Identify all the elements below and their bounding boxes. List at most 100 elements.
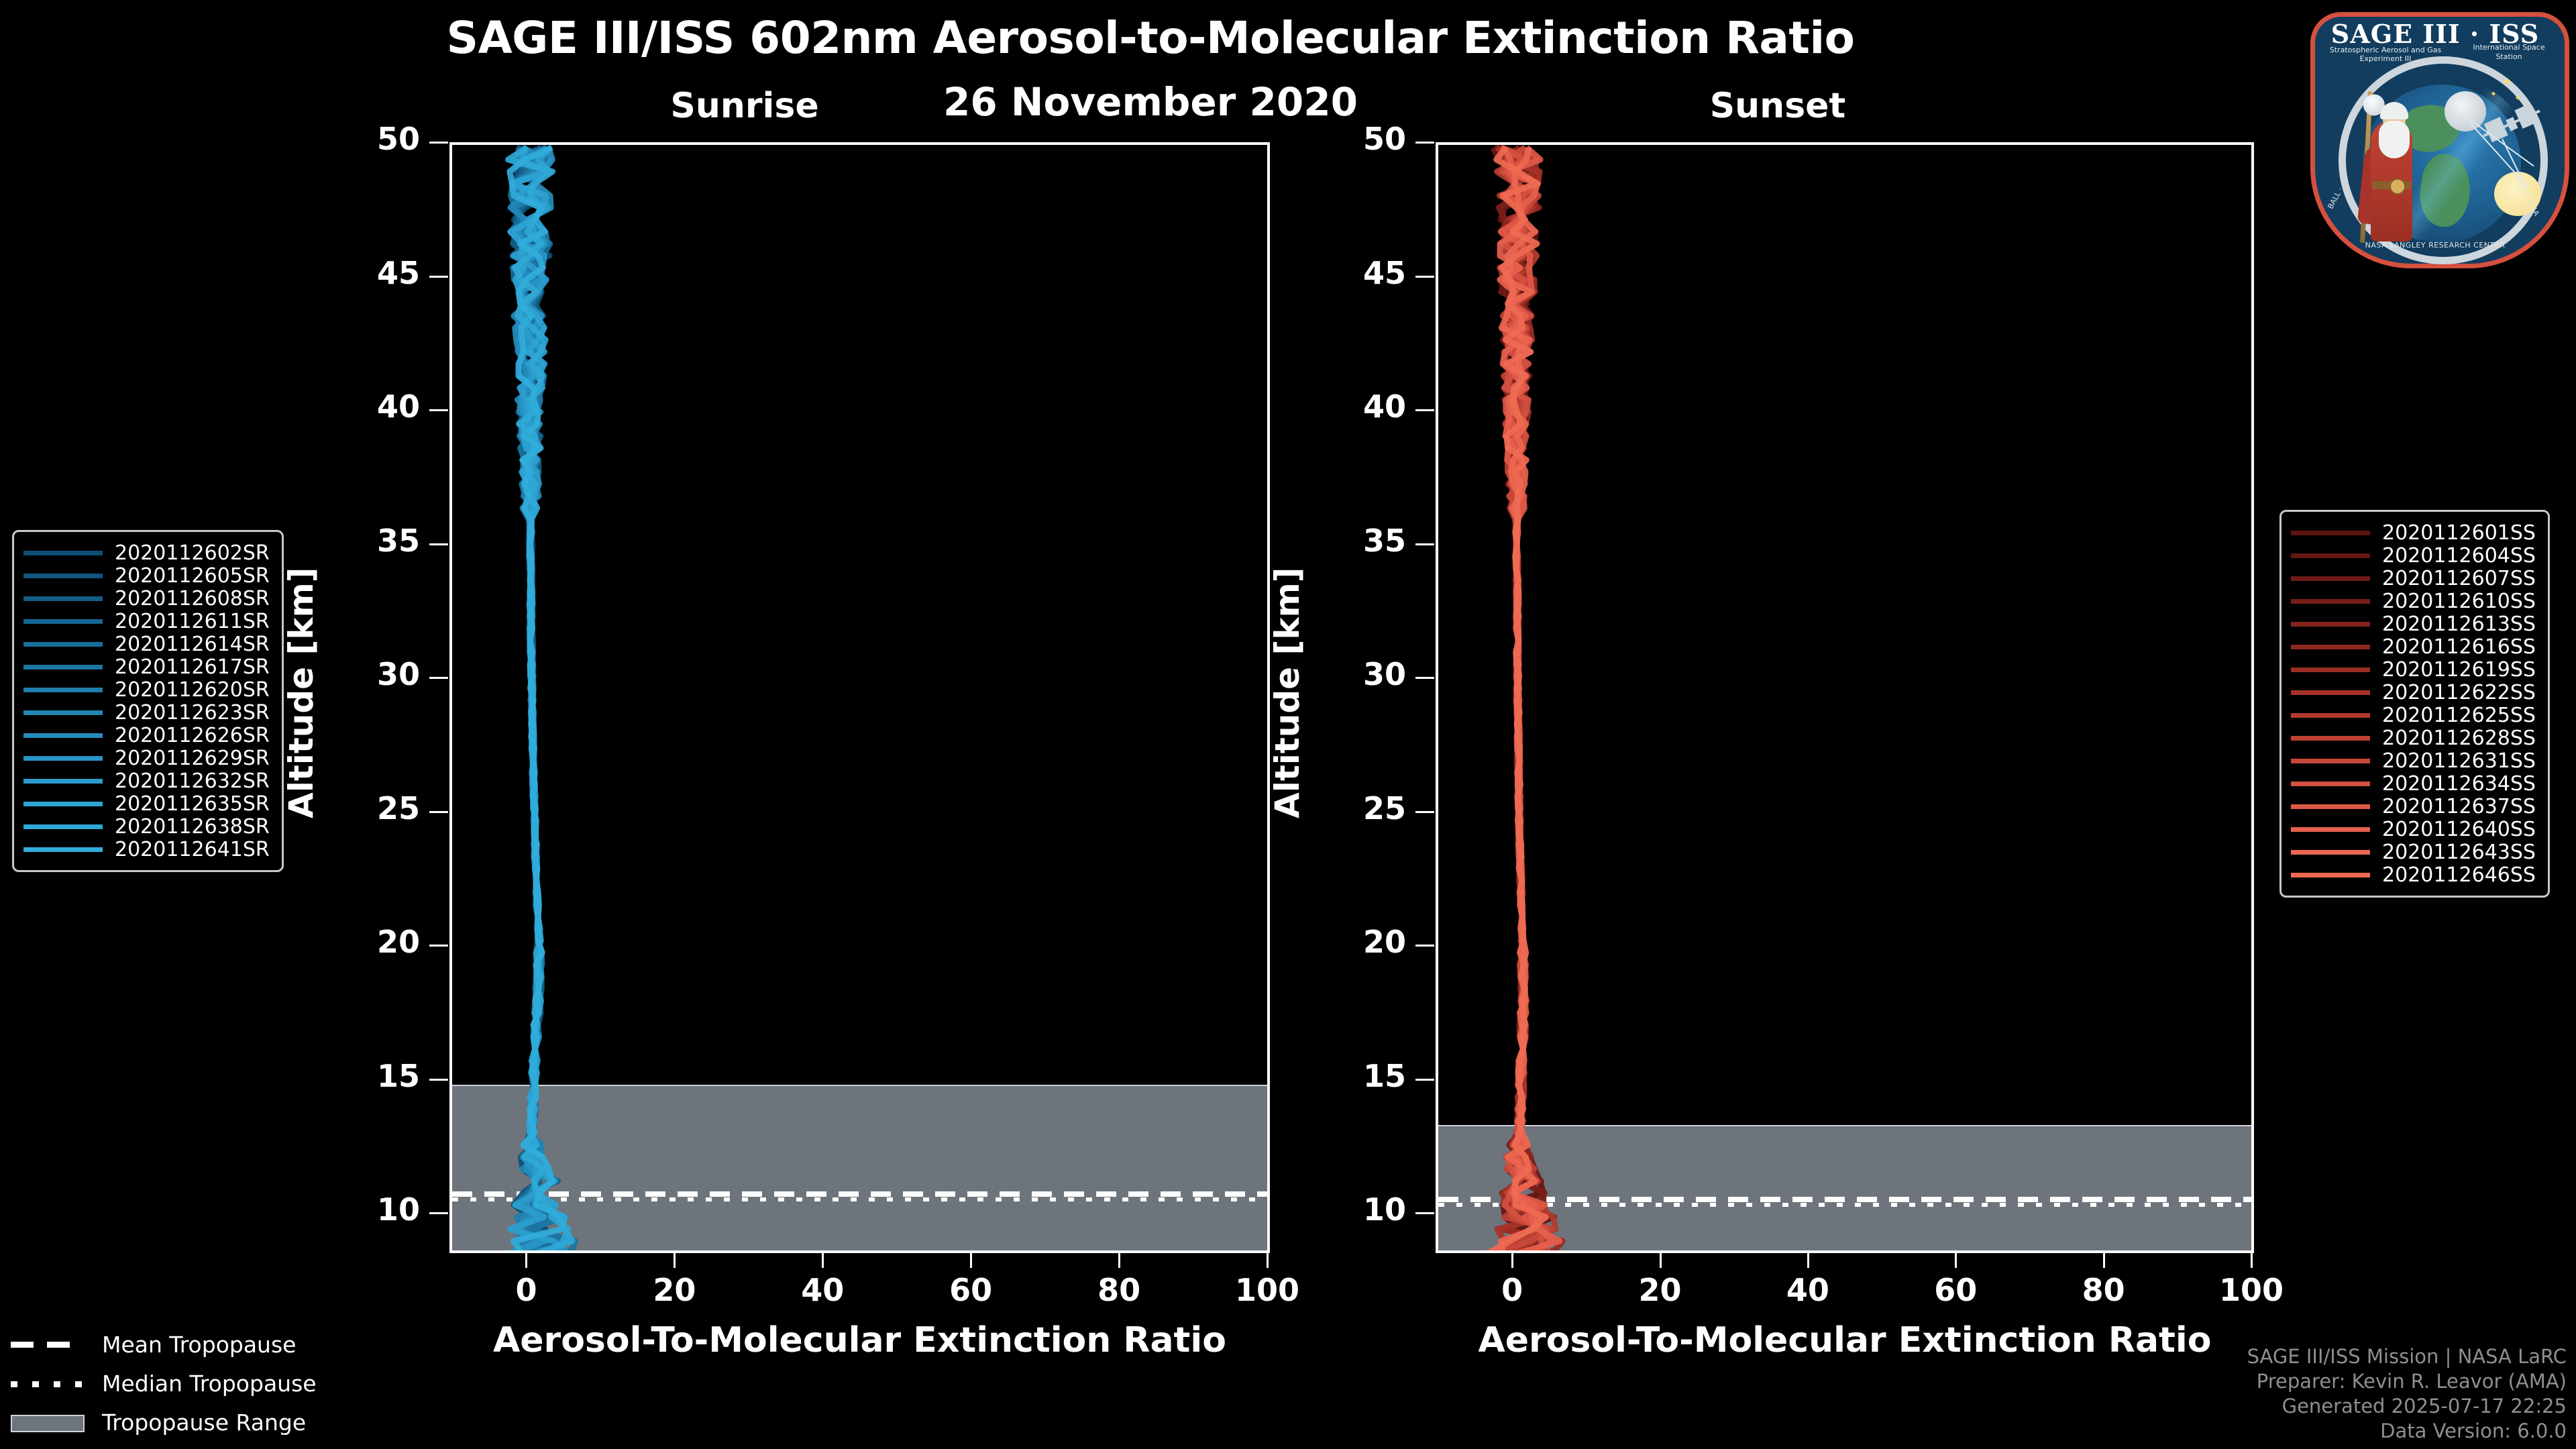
legend-sunset[interactable]: 2020112601SS 2020112604SS 2020112607SS 2020… <box>2279 510 2550 898</box>
x-tick-sunset-60 <box>1955 1253 1957 1268</box>
x-tick-sunset-40 <box>1807 1253 1809 1268</box>
footer-line-preparer: Preparer: Kevin R. Leavor (AMA) <box>2256 1369 2567 1393</box>
legend-item-2020112635SR[interactable]: 2020112635SR <box>23 792 270 816</box>
legend-item-2020112646SS[interactable]: 2020112646SS <box>2291 863 2536 887</box>
legend-label-2020112643SS: 2020112643SS <box>2382 840 2536 864</box>
y-tick-label-sunset-20: 20 <box>1362 924 1406 961</box>
legend-label-2020112635SR: 2020112635SR <box>115 792 270 816</box>
legend-item-2020112620SR[interactable]: 2020112620SR <box>23 678 270 702</box>
legend-color-swatch-2020112631SS <box>2291 758 2370 763</box>
legend-item-2020112640SS[interactable]: 2020112640SS <box>2291 818 2536 841</box>
y-tick-label-sunrise-25: 25 <box>376 790 420 826</box>
legend-item-2020112637SS[interactable]: 2020112637SS <box>2291 795 2536 818</box>
legend-item-2020112601SS[interactable]: 2020112601SS <box>2291 521 2536 545</box>
y-tick-label-sunset-25: 25 <box>1362 790 1406 826</box>
filled-band-icon <box>7 1413 87 1432</box>
legend-item-2020112622SS[interactable]: 2020112622SS <box>2291 681 2536 704</box>
moon-icon <box>2445 91 2486 131</box>
x-tick-sunrise-40 <box>822 1253 824 1268</box>
mean-tropopause-line-sunset <box>1438 1197 2251 1203</box>
legend-item-2020112643SS[interactable]: 2020112643SS <box>2291 840 2536 864</box>
logo-subtitle-right: International Space Station <box>2473 43 2545 61</box>
legend-color-swatch-2020112622SS <box>2291 690 2370 695</box>
legend-color-swatch-2020112605SR <box>23 573 103 578</box>
chart-date: 26 November 2020 <box>943 79 1358 125</box>
x-tick-label-sunset-40: 40 <box>1786 1272 1829 1308</box>
legend-sunrise[interactable]: 2020112602SR 2020112605SR 2020112608SR 2020… <box>12 530 284 872</box>
legend-item-2020112610SS[interactable]: 2020112610SS <box>2291 590 2536 613</box>
y-tick-sunset-40 <box>1415 409 1434 412</box>
legend-color-swatch-2020112611SR <box>23 619 103 624</box>
sunrise-panel-label: Sunrise <box>670 86 819 126</box>
legend-item-2020112605SR[interactable]: 2020112605SR <box>23 564 270 588</box>
legend-item-2020112616SS[interactable]: 2020112616SS <box>2291 635 2536 659</box>
y-tick-sunset-35 <box>1415 543 1434 545</box>
x-tick-label-sunset-100: 100 <box>2218 1272 2284 1308</box>
legend-color-swatch-2020112640SS <box>2291 826 2370 832</box>
legend-item-2020112608SR[interactable]: 2020112608SR <box>23 587 270 610</box>
legend-label-2020112640SS: 2020112640SS <box>2382 817 2536 841</box>
series-line-2020112646SS <box>1487 146 1549 1250</box>
legend-item-2020112626SR[interactable]: 2020112626SR <box>23 724 270 747</box>
legend-color-swatch-2020112625SS <box>2291 712 2370 718</box>
legend-label-2020112623SR: 2020112623SR <box>115 700 270 724</box>
sun-icon <box>2494 172 2541 216</box>
legend-label-2020112619SS: 2020112619SS <box>2382 657 2536 682</box>
legend-item-2020112604SS[interactable]: 2020112604SS <box>2291 543 2536 568</box>
y-tick-sunrise-45 <box>429 275 448 278</box>
x-tick-sunset-80 <box>2102 1253 2105 1268</box>
legend-item-2020112632SR[interactable]: 2020112632SR <box>23 769 270 793</box>
y-tick-label-sunrise-40: 40 <box>376 388 420 425</box>
legend-item-2020112638SR[interactable]: 2020112638SR <box>23 814 270 839</box>
y-tick-label-sunset-40: 40 <box>1362 388 1406 425</box>
legend-item-2020112634SS[interactable]: 2020112634SS <box>2291 772 2536 796</box>
x-tick-label-sunset-20: 20 <box>1638 1272 1682 1308</box>
tropopause-range-band-sunset <box>1438 1124 2251 1250</box>
legend-label-2020112613SS: 2020112613SS <box>2382 612 2536 636</box>
y-tick-label-sunrise-35: 35 <box>376 522 420 559</box>
legend-label-2020112626SR: 2020112626SR <box>115 723 270 747</box>
plot-area-sunset <box>1436 142 2254 1253</box>
legend-label-2020112604SS: 2020112604SS <box>2382 543 2536 568</box>
legend-label-mean-tropopause: Mean Tropopause <box>102 1331 297 1358</box>
legend-color-swatch-2020112602SR <box>23 550 103 555</box>
legend-item-2020112629SR[interactable]: 2020112629SR <box>23 747 270 770</box>
legend-item-2020112623SR[interactable]: 2020112623SR <box>23 701 270 724</box>
legend-item-2020112631SS[interactable]: 2020112631SS <box>2291 749 2536 773</box>
y-tick-label-sunrise-10: 10 <box>376 1191 420 1228</box>
legend-item-2020112614SR[interactable]: 2020112614SR <box>23 633 270 656</box>
legend-item-2020112619SS[interactable]: 2020112619SS <box>2291 657 2536 682</box>
y-tick-sunset-15 <box>1415 1078 1434 1081</box>
legend-label-median-tropopause: Median Tropopause <box>102 1370 317 1397</box>
legend-label-2020112608SR: 2020112608SR <box>115 586 270 610</box>
legend-color-swatch-2020112601SS <box>2291 530 2370 535</box>
legend-label-2020112611SR: 2020112611SR <box>115 609 270 633</box>
x-tick-label-sunset-60: 60 <box>1934 1272 1978 1308</box>
logo-ring-bottom-text: NASA LANGLEY RESEARCH CENTER <box>2365 241 2506 250</box>
legend-item-2020112625SS[interactable]: 2020112625SS <box>2291 704 2536 727</box>
legend-color-swatch-2020112638SR <box>23 824 103 829</box>
legend-label-2020112638SR: 2020112638SR <box>115 814 270 839</box>
x-tick-label-sunrise-100: 100 <box>1234 1272 1300 1308</box>
y-tick-label-sunset-45: 45 <box>1362 254 1406 291</box>
page-title: SAGE III/ISS 602nm Aerosol-to-Molecular … <box>446 12 1855 64</box>
x-tick-sunset-100 <box>2251 1253 2253 1268</box>
x-tick-label-sunset-80: 80 <box>2082 1272 2125 1308</box>
legend-item-2020112628SS[interactable]: 2020112628SS <box>2291 727 2536 750</box>
legend-item-2020112617SR[interactable]: 2020112617SR <box>23 655 270 679</box>
legend-color-swatch-2020112607SS <box>2291 576 2370 581</box>
x-tick-sunrise-0 <box>525 1253 528 1268</box>
legend-item-2020112607SS[interactable]: 2020112607SS <box>2291 567 2536 590</box>
legend-item-2020112641SR[interactable]: 2020112641SR <box>23 838 270 861</box>
legend-item-2020112611SR[interactable]: 2020112611SR <box>23 610 270 633</box>
x-tick-label-sunset-0: 0 <box>1501 1272 1523 1308</box>
tropopause-range-band-sunrise <box>452 1085 1267 1250</box>
legend-color-swatch-2020112608SR <box>23 596 103 601</box>
legend-color-swatch-2020112632SR <box>23 778 103 784</box>
legend-item-2020112602SR[interactable]: 2020112602SR <box>23 541 270 565</box>
y-axis-label-sunrise: Altitude [km] <box>282 567 321 818</box>
y-tick-label-sunset-15: 15 <box>1362 1057 1406 1094</box>
x-tick-sunrise-100 <box>1267 1253 1269 1268</box>
legend-color-swatch-2020112619SS <box>2291 667 2370 672</box>
legend-item-2020112613SS[interactable]: 2020112613SS <box>2291 612 2536 636</box>
